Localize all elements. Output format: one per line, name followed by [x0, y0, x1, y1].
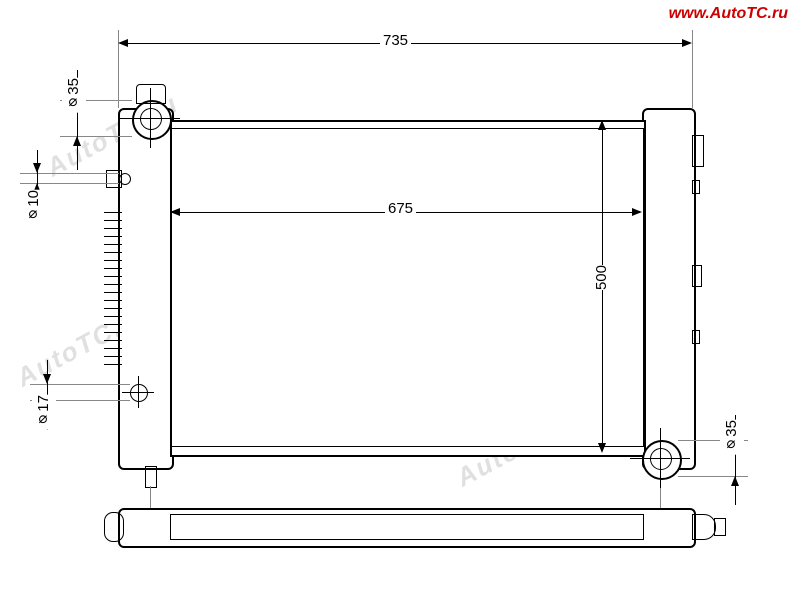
proj-right — [660, 488, 661, 508]
dim-d35-arrow-u — [73, 136, 81, 146]
outlet-center-v — [660, 428, 661, 488]
ext-d10-top — [20, 173, 119, 174]
dim-500-text: 500 — [590, 265, 613, 290]
outlet-port-inner — [650, 448, 672, 470]
dim-675-arrow-l — [170, 208, 180, 216]
ext-d17-top — [30, 384, 130, 385]
dim-735-arrow-r — [682, 39, 692, 47]
inlet-neck — [136, 84, 166, 104]
dim-d10-arrow-d — [33, 163, 41, 173]
radiator-core-inner — [170, 128, 644, 447]
proj-left — [150, 486, 151, 508]
dim-d10-text: ⌀10 — [22, 190, 46, 225]
dim-500-arrow-u — [598, 120, 606, 130]
inlet-port-inner — [140, 108, 162, 130]
ext-d35-bot — [60, 136, 132, 137]
drain-port — [130, 384, 148, 402]
bottom-outlet-pipe — [714, 518, 726, 536]
dim-735-text: 735 — [380, 32, 411, 49]
source-url: www.AutoTC.ru — [669, 5, 788, 23]
bottom-left-fin — [104, 512, 124, 542]
bottom-view-core — [170, 514, 644, 540]
mount-pin-left — [145, 466, 157, 488]
right-bracket-top — [692, 135, 704, 167]
dim-d35-outlet-text: ⌀35 — [720, 420, 744, 455]
dim-d17-arrow-d — [43, 374, 51, 384]
dim-735-arrow-l — [118, 39, 128, 47]
dim-d17-text: ⌀17 — [32, 395, 56, 430]
left-tank-fins — [104, 205, 122, 365]
ext-735-right — [692, 30, 693, 108]
right-tank — [642, 108, 696, 470]
drain-center-v — [138, 376, 139, 408]
right-clip-2 — [692, 330, 700, 344]
left-tank — [118, 108, 174, 470]
right-bracket-mid — [692, 265, 702, 287]
dim-675-arrow-r — [632, 208, 642, 216]
dim-d35o-arrow-u — [731, 476, 739, 486]
right-clip-1 — [692, 180, 700, 194]
dim-500-arrow-d — [598, 443, 606, 453]
bottom-outlet — [692, 514, 716, 540]
diagram-canvas: AutoTC.ru AutoTC.ru AutoTC.ru AutoTC.ru … — [0, 0, 800, 600]
dim-d35-inlet-text: ⌀35 — [62, 78, 86, 113]
dim-675-text: 675 — [385, 200, 416, 217]
